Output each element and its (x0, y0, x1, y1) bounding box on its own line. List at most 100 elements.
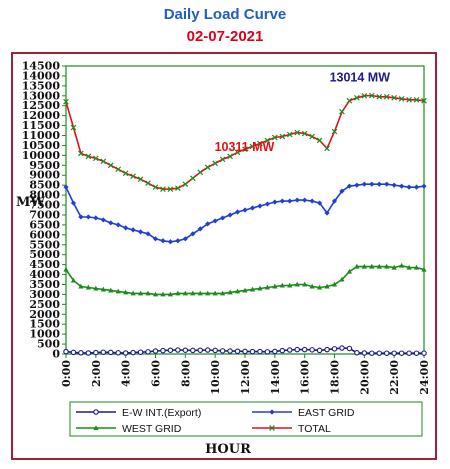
x-tick-label: 22:00 (388, 360, 401, 395)
data-point (309, 133, 315, 140)
y-tick-label: 14000 (22, 69, 61, 82)
data-point (234, 348, 241, 354)
data-point (391, 182, 397, 188)
data-point (406, 96, 412, 103)
data-point (123, 289, 129, 295)
data-point (272, 283, 278, 289)
data-point (197, 347, 204, 353)
y-tick-label: 5000 (29, 248, 60, 261)
data-point (167, 347, 174, 353)
data-point (70, 200, 77, 206)
data-point (220, 215, 226, 221)
data-point (137, 349, 144, 355)
chart-frame (11, 52, 437, 460)
data-point (413, 184, 420, 190)
data-point (93, 155, 99, 162)
data-point (152, 184, 159, 190)
data-point (145, 231, 151, 237)
y-tick-label: 5500 (29, 238, 60, 251)
x-tick-label: 2:00 (90, 360, 103, 387)
data-point (279, 282, 285, 288)
y-axis-label: MW (16, 195, 45, 210)
data-point (324, 145, 330, 152)
data-point (264, 284, 270, 290)
chart-title: Daily Load Curve (163, 6, 287, 23)
data-point (361, 181, 367, 187)
data-point (152, 291, 159, 297)
data-point (205, 290, 211, 296)
data-point (190, 231, 196, 237)
y-tick-label: 7500 (29, 199, 60, 212)
data-point (339, 345, 345, 351)
data-point (78, 283, 84, 289)
data-point (264, 349, 271, 355)
data-point (249, 205, 256, 211)
x-tick-label: 12:00 (239, 360, 252, 395)
data-point (286, 131, 293, 138)
data-point (108, 220, 114, 226)
y-tick-label: 10000 (22, 149, 61, 162)
data-point (286, 347, 293, 353)
data-point (197, 290, 203, 296)
legend-item: WEST GRID (76, 423, 182, 435)
data-point (205, 221, 211, 227)
y-tick-label: 8500 (29, 179, 60, 192)
data-point (115, 288, 121, 294)
y-tick-label: 0 (52, 348, 60, 361)
data-point (354, 263, 360, 269)
y-tick-label: 12500 (22, 99, 61, 112)
y-tick-label: 11000 (22, 129, 61, 142)
data-point (354, 94, 360, 101)
x-tick-label: 0:00 (60, 360, 73, 387)
data-point (167, 291, 174, 297)
data-point (309, 198, 315, 204)
data-point (391, 264, 397, 270)
data-point (272, 348, 278, 355)
data-point (197, 226, 203, 232)
data-point (212, 347, 218, 354)
data-point (279, 347, 286, 354)
data-point (189, 175, 196, 182)
data-point (190, 290, 196, 296)
data-point (242, 287, 248, 293)
data-point (63, 98, 69, 105)
x-tick-label: 6:00 (150, 360, 163, 387)
x-tick-label: 14:00 (269, 360, 282, 395)
data-point (301, 346, 308, 353)
data-point (212, 290, 218, 296)
data-point (182, 181, 189, 188)
data-point (107, 162, 114, 169)
x-tick-label: 24:00 (418, 360, 431, 395)
legend-marker (93, 425, 99, 430)
y-tick-label: 3500 (29, 278, 60, 291)
x-tick-label: 4:00 (120, 360, 133, 387)
y-tick-label: 2000 (29, 308, 60, 321)
data-point (85, 153, 92, 160)
data-point (175, 347, 181, 353)
data-point (63, 266, 69, 272)
data-point (219, 348, 226, 354)
data-point (122, 170, 129, 177)
legend: E-W INT.(Export) EAST GRID WEST GRID TOTAL (69, 401, 423, 437)
data-point (354, 350, 360, 356)
legend-item: EAST GRID (252, 407, 355, 419)
x-tick-label: 16:00 (299, 360, 312, 395)
y-tick-label: 1500 (29, 318, 60, 331)
data-point (331, 128, 338, 135)
data-point (182, 290, 188, 296)
data-point (130, 227, 136, 233)
data-point (331, 281, 338, 287)
data-point (115, 350, 121, 356)
data-point (309, 347, 315, 353)
legend-label: WEST GRID (122, 423, 182, 435)
legend-marker (269, 425, 275, 431)
data-point (316, 347, 323, 354)
y-tick-label: 9500 (29, 159, 60, 172)
data-point (167, 239, 174, 245)
data-point (421, 350, 427, 356)
data-point (287, 282, 293, 288)
data-point (257, 140, 263, 147)
y-tick-label: 10500 (22, 139, 61, 152)
data-point (294, 197, 300, 203)
data-point (316, 137, 323, 144)
